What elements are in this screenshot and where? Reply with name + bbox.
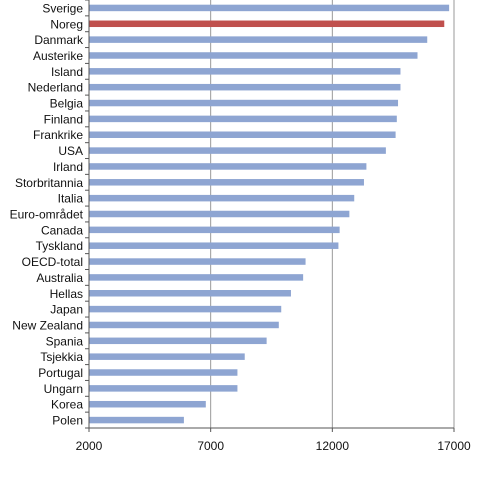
bar-tyskland (89, 242, 339, 249)
category-labels: Sverige Noreg Danmark Austerike Island Nederl… (10, 1, 84, 427)
category-label: Italia (58, 192, 84, 206)
bar-belgia (89, 99, 399, 107)
category-label: USA (58, 144, 83, 158)
bar-ungarn (89, 385, 238, 392)
x-tick-labels: 2000 7000 12000 17000 (76, 439, 471, 453)
bar-hellas (89, 290, 291, 297)
category-label: Portugal (38, 366, 83, 380)
axes (85, 0, 455, 432)
category-label: Noreg (50, 17, 83, 31)
category-label: Canada (41, 223, 83, 237)
category-label: Korea (51, 398, 83, 412)
bar-spania (89, 337, 267, 345)
category-label: Tyskland (36, 239, 83, 253)
bar-frankrike (89, 131, 396, 138)
bar-oecd-total (89, 258, 306, 265)
x-tick-label: 2000 (76, 439, 103, 453)
bar-irland (89, 163, 367, 170)
category-label: Japan (50, 303, 83, 317)
category-label: Euro-området (10, 208, 84, 222)
category-label: Tsjekkia (40, 350, 83, 364)
x-tick-label: 17000 (437, 439, 471, 453)
category-label: Belgia (50, 97, 84, 111)
category-label: Austerike (33, 49, 83, 63)
bar-italia (89, 194, 355, 202)
bar-korea (89, 400, 206, 408)
category-label: OECD-total (22, 255, 83, 269)
bar-usa (89, 147, 386, 154)
category-label: Storbritannia (15, 176, 83, 190)
category-label: Polen (52, 414, 83, 428)
category-label: Frankrike (33, 128, 83, 142)
category-label: Danmark (34, 33, 84, 47)
x-tick-label: 7000 (197, 439, 224, 453)
bar-storbritannia (89, 179, 364, 186)
bar-nederland (89, 83, 401, 91)
bar-island (89, 68, 401, 75)
bar-new-zealand (89, 321, 279, 329)
category-label: Nederland (28, 81, 83, 95)
category-label: Finland (44, 112, 83, 126)
category-label: Spania (46, 334, 84, 348)
bars (89, 4, 450, 424)
category-label: Ungarn (44, 382, 83, 396)
bar-danmark (89, 36, 428, 43)
bar-canada (89, 226, 340, 234)
x-tick-label: 12000 (316, 439, 350, 453)
category-label: Hellas (50, 287, 83, 301)
category-label: Sverige (42, 1, 83, 15)
bar-finland (89, 115, 397, 123)
bar-polen (89, 416, 184, 424)
category-label: Australia (36, 271, 83, 285)
bar-tsjekkia (89, 353, 245, 360)
bar-sverige (89, 4, 450, 12)
bar-noreg (89, 20, 445, 28)
bar-australia (89, 274, 304, 281)
bar-portugal (89, 369, 238, 376)
category-label: Island (51, 65, 83, 79)
category-label: New Zealand (12, 318, 83, 332)
bar-austerike (89, 52, 418, 59)
bar-euro-omr-det (89, 210, 350, 218)
bar-japan (89, 305, 282, 313)
category-label: Irland (53, 160, 83, 174)
